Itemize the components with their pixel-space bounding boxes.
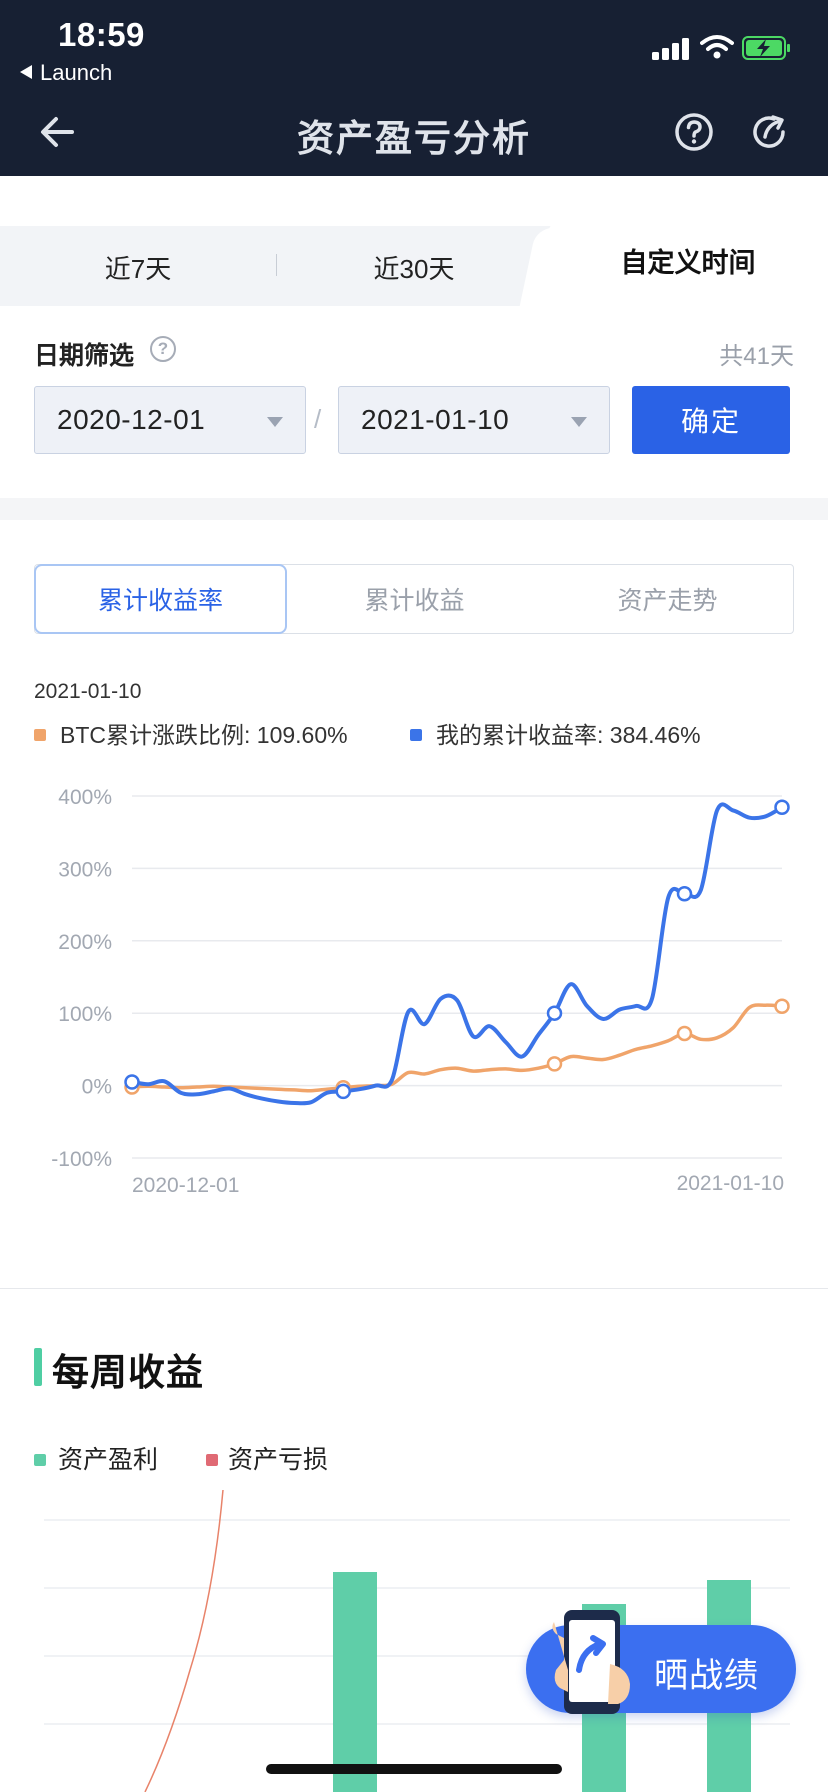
legend-loss: 资产亏损 <box>206 1440 328 1476</box>
profit-bar <box>333 1572 377 1792</box>
range-tabs: 近7天 近30天 自定义时间 <box>0 176 828 306</box>
chevron-down-icon <box>267 417 283 427</box>
share-arrow-icon[interactable] <box>750 112 790 152</box>
my-return-point <box>676 885 693 902</box>
share-label: 晒战绩 <box>654 1657 759 1695</box>
btc-point <box>774 998 790 1014</box>
phone-share-icon <box>552 1610 630 1714</box>
tab-7-days[interactable]: 近7天 <box>104 253 172 284</box>
chevron-down-icon <box>571 417 587 427</box>
back-arrow-icon[interactable] <box>38 112 78 152</box>
legend-btc-label: BTC累计涨跌比例: 109.60% <box>60 722 348 748</box>
tab-asset-trend[interactable]: 资产走势 <box>617 587 718 615</box>
question-circle-icon[interactable] <box>674 112 714 152</box>
legend-btc-swatch <box>34 729 46 741</box>
battery-charging-icon <box>742 36 790 60</box>
y-tick-label: 400% <box>58 786 112 809</box>
tab-divider <box>276 254 277 276</box>
legend-mine-label: 我的累计收益率: 384.46% <box>436 722 701 748</box>
y-tick-label: -100% <box>51 1148 112 1171</box>
y-tick-label: 300% <box>58 858 112 881</box>
legend-mine: 我的累计收益率: 384.46% <box>410 716 701 750</box>
my-return-point <box>774 799 790 816</box>
start-date-value: 2020-12-01 <box>57 404 206 435</box>
legend-mine-swatch <box>410 729 422 741</box>
y-tick-label: 0% <box>82 1076 112 1099</box>
section-accent-bar <box>34 1348 42 1386</box>
help-icon[interactable]: ? <box>150 336 176 362</box>
start-date-select[interactable]: 2020-12-01 <box>34 386 306 454</box>
date-filter-label: 日期筛选 <box>34 342 135 370</box>
metric-segment: 累计收益 资产走势 累计收益率 <box>34 564 794 634</box>
x-tick-label: 2021-01-10 <box>677 1172 784 1195</box>
x-tick-label: 2020-12-01 <box>132 1174 239 1197</box>
date-separator: / <box>314 404 322 434</box>
chart-selected-date: 2021-01-10 <box>34 680 142 703</box>
confirm-button[interactable]: 确定 <box>632 386 790 454</box>
btc-point <box>546 1056 563 1072</box>
legend-profit: 资产盈利 <box>34 1440 158 1476</box>
tab-custom-time-label: 自定义时间 <box>620 247 756 278</box>
home-indicator <box>266 1764 562 1774</box>
status-back-to-app[interactable]: Launch <box>20 60 112 86</box>
y-tick-label: 200% <box>58 931 112 954</box>
legend-profit-label: 资产盈利 <box>58 1446 159 1474</box>
my-return-point <box>335 1083 351 1100</box>
page-title: 资产盈亏分析 <box>297 118 531 159</box>
section-divider <box>0 1288 828 1289</box>
back-triangle-icon <box>20 65 32 79</box>
tab-30-days[interactable]: 近30天 <box>373 253 455 284</box>
tab-cumulative-profit[interactable]: 累计收益 <box>364 587 465 615</box>
legend-btc: BTC累计涨跌比例: 109.60% <box>34 716 348 750</box>
my-return-point <box>124 1074 140 1090</box>
section-gap <box>0 498 828 520</box>
total-days: 共41天 <box>719 343 794 370</box>
status-back-label: Launch <box>40 60 113 85</box>
weekly-title: 每周收益 <box>52 1352 204 1393</box>
cumulative-return-chart[interactable]: 400% 300% 200% 100% 0% -100% 2020-12-01 2021-01… <box>0 770 828 1250</box>
legend-loss-label: 资产亏损 <box>228 1446 329 1474</box>
legend-loss-swatch <box>206 1454 218 1466</box>
status-time: 18:59 <box>58 16 145 53</box>
top-bar: 18:59 Launch 资产盈亏分析 <box>0 0 828 176</box>
y-tick-label: 100% <box>58 1003 112 1026</box>
tab-cumulative-return-rate[interactable]: 累计收益率 <box>34 564 287 634</box>
my-return-point <box>546 1005 563 1021</box>
pen-stroke <box>144 1490 224 1792</box>
tab-custom-time[interactable]: 自定义时间 <box>548 214 828 306</box>
btc-series-line <box>130 1003 784 1093</box>
my-return-series-line <box>130 802 784 1106</box>
wifi-icon <box>700 35 734 59</box>
end-date-select[interactable]: 2021-01-10 <box>338 386 610 454</box>
legend-profit-swatch <box>34 1454 46 1466</box>
end-date-value: 2021-01-10 <box>361 404 510 435</box>
signal-icon <box>652 36 692 60</box>
btc-point <box>676 1025 693 1042</box>
